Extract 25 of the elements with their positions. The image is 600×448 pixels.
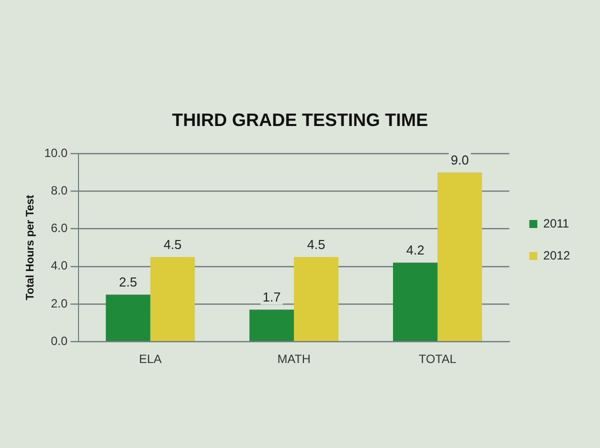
bar — [150, 257, 195, 341]
y-tick-label: 4.0 — [50, 258, 68, 273]
data-label: 4.5 — [164, 237, 182, 252]
x-tick-label: ELA — [139, 352, 162, 366]
y-tick-label: 8.0 — [50, 184, 68, 198]
data-label: 1.7 — [262, 290, 281, 305]
bar — [393, 262, 438, 341]
bar — [249, 310, 294, 341]
y-tick-label: 2.0 — [50, 296, 68, 310]
bar — [438, 172, 482, 341]
y-tick-label: 0.0 — [50, 334, 68, 348]
data-label: 2.5 — [119, 274, 138, 290]
chart-title: THIRD GRADE TESTING TIME — [172, 110, 428, 130]
legend-label: 2012 — [543, 248, 570, 262]
legend-label: 2011 — [543, 216, 570, 230]
bar — [106, 294, 150, 341]
data-label: 4.5 — [307, 237, 326, 252]
data-label: 4.2 — [406, 242, 424, 258]
y-axis-title: Total Hours per Test — [24, 194, 37, 300]
x-tick-label: TOTAL — [418, 352, 457, 366]
x-tick-label: MATH — [277, 352, 310, 366]
bar — [294, 257, 338, 341]
data-label: 9.0 — [450, 152, 469, 168]
y-tick-label: 6.0 — [50, 221, 68, 236]
y-tick-label: 10.0 — [44, 146, 68, 160]
